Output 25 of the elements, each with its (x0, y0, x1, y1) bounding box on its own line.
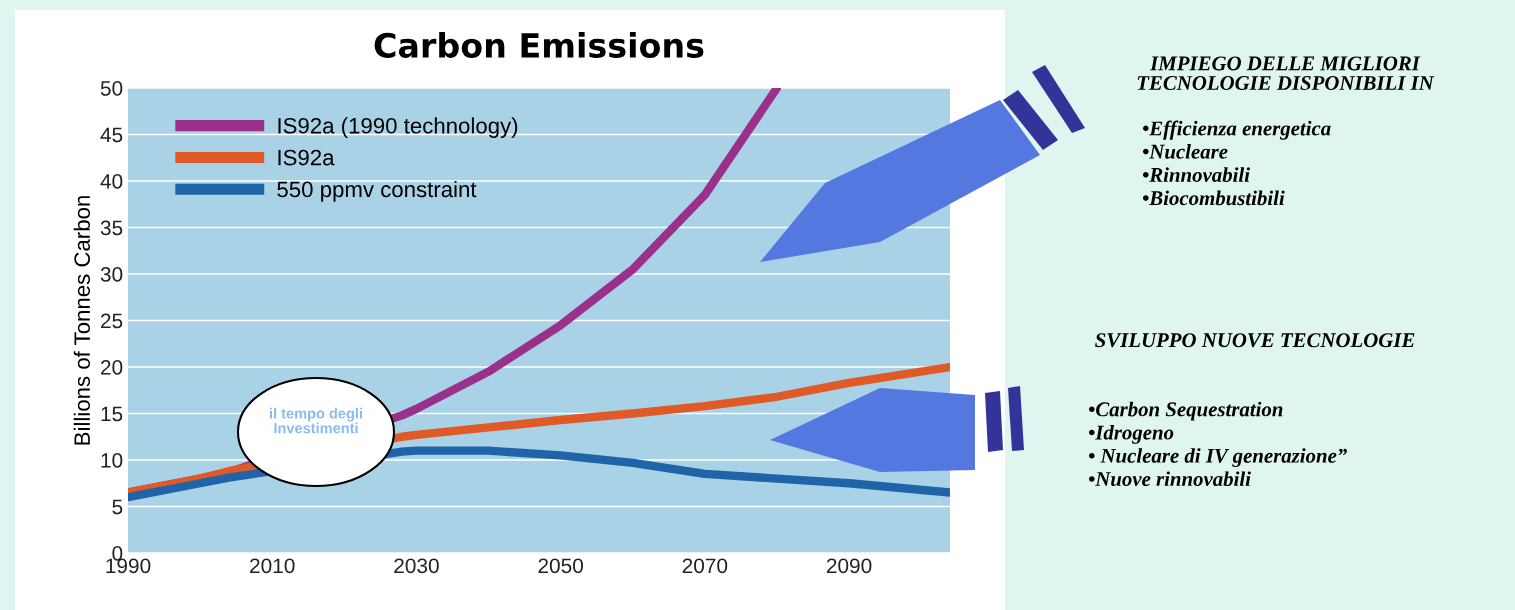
legend-label: IS92a (1990 technology) (278, 117, 518, 139)
x-tick-label: 2090 (826, 558, 872, 574)
legend-label: IS92a (278, 149, 335, 166)
y-tick-label: 20 (101, 360, 123, 375)
text: IMPIEGO DELLE MIGLIORI TECNOLOGIE DISPONIBILI IN (1137, 56, 1435, 91)
y-tick-label: 10 (101, 453, 123, 468)
y-axis-title: Billions of Tonnes Carbon (73, 196, 91, 445)
legend-label: 550 ppmv constraint (277, 180, 477, 202)
y-tick-label: 25 (101, 313, 123, 329)
x-tick-label: 2030 (394, 558, 439, 574)
y-tick-label: 50 (100, 81, 123, 96)
y-tick-label: 15 (101, 406, 123, 422)
y-tick-label: 5 (112, 499, 123, 515)
chart-title: Carbon Emissions (374, 32, 704, 58)
text: SVILUPPO NUOVE TECNOLOGIE (1095, 333, 1415, 348)
text: •Carbon Sequestration •Idrogeno • Nucleare di IV generazione” •Nuove rinnovabili (1088, 401, 1347, 487)
y-tick-label: 30 (100, 267, 123, 282)
x-tick-label: 2070 (682, 558, 728, 574)
y-tick-label: 35 (100, 220, 123, 236)
y-tick-label: 45 (100, 127, 123, 143)
x-tick-label: 2050 (538, 558, 583, 574)
text: •Efficienza energetica •Nucleare •Rinnovabili •Biocombustibili (1142, 120, 1331, 206)
x-tick-label: 2010 (250, 558, 295, 574)
y-tick-label: 40 (100, 174, 123, 189)
annotation: il tempo degli Investimenti (270, 407, 362, 434)
